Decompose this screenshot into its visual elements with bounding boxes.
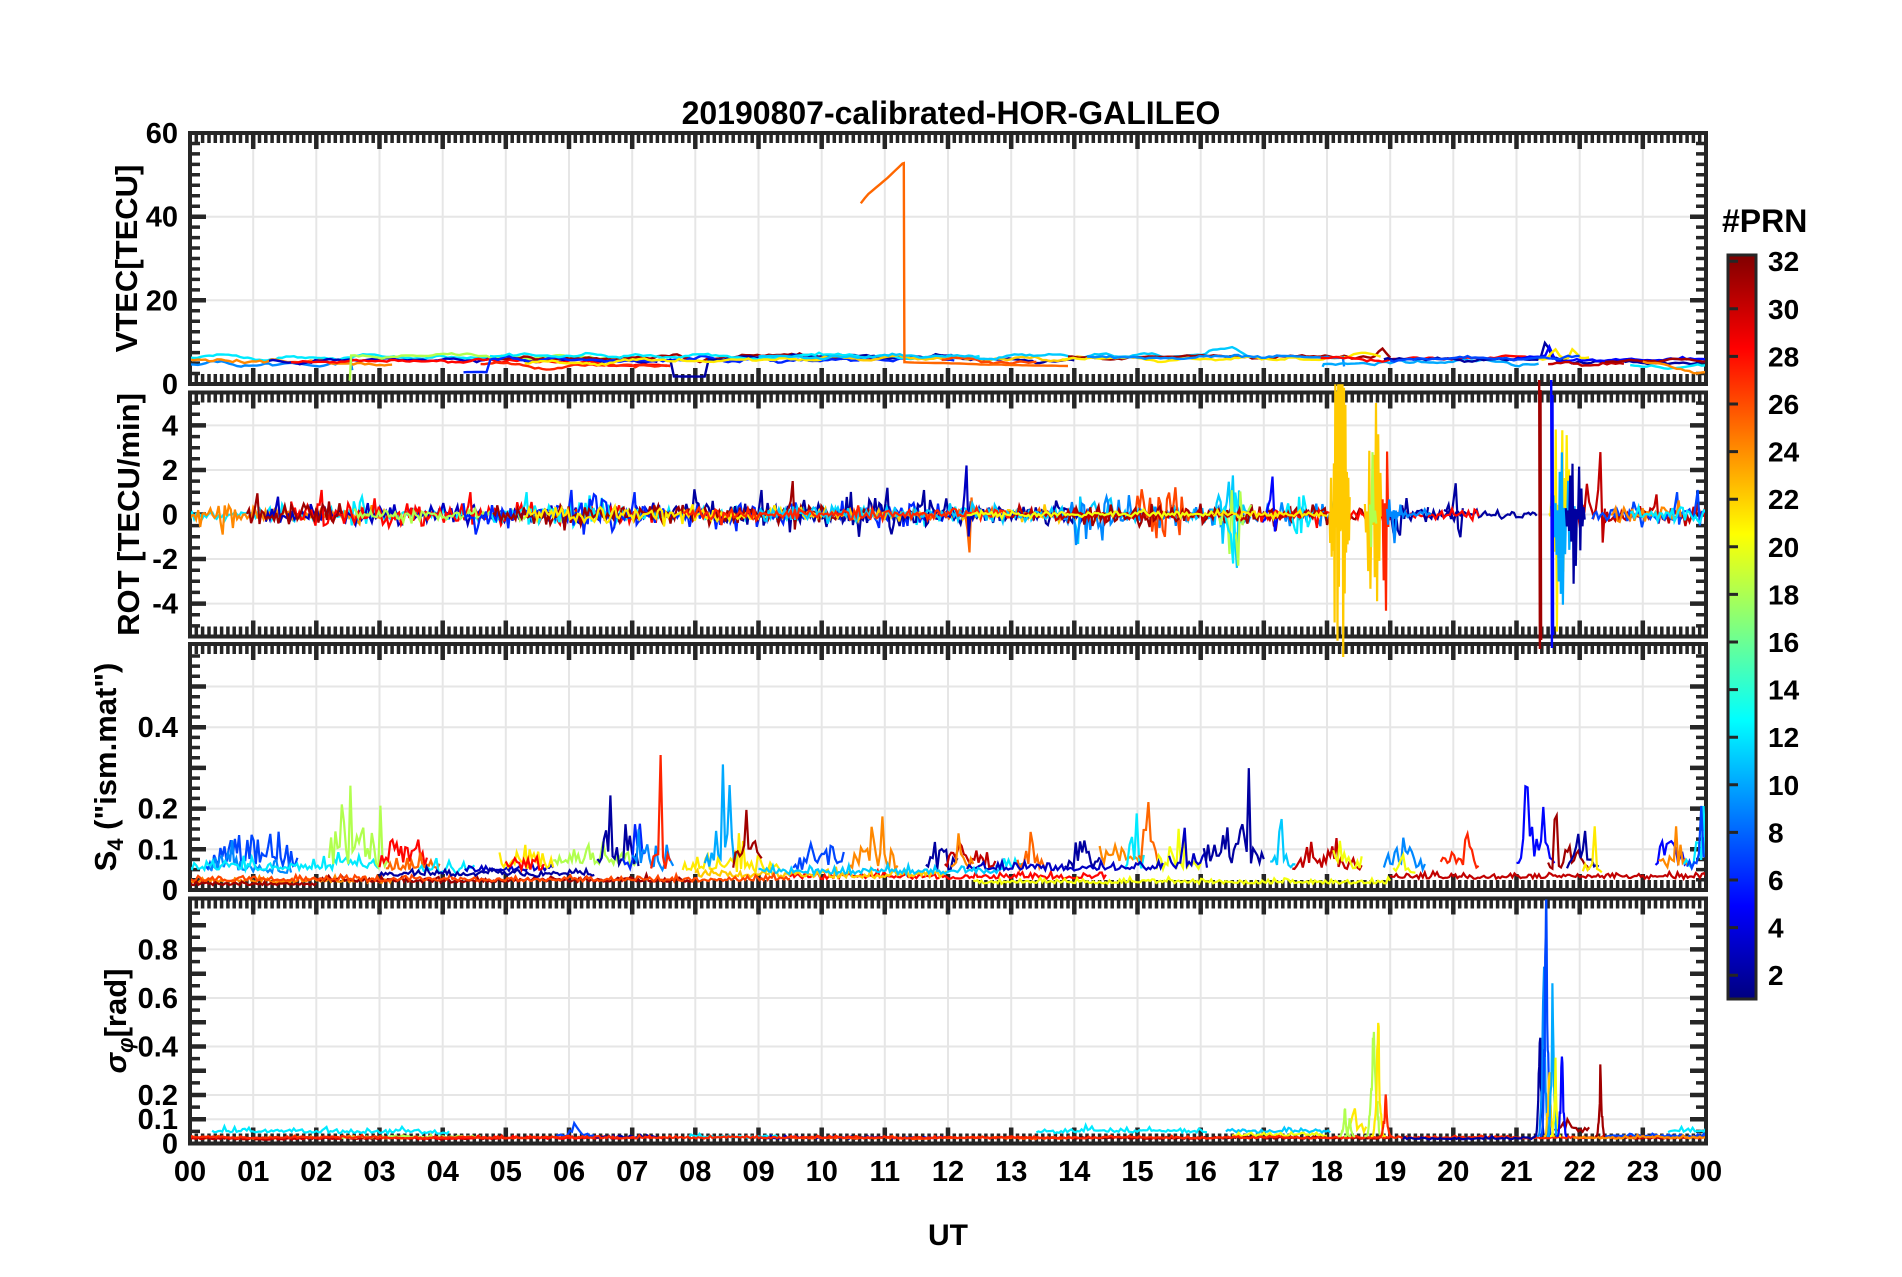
svg-text:16: 16 (1185, 1156, 1217, 1188)
svg-text:14: 14 (1768, 675, 1800, 706)
svg-text:17: 17 (1248, 1156, 1280, 1188)
svg-text:0.1: 0.1 (138, 834, 178, 866)
svg-text:14: 14 (1058, 1156, 1090, 1188)
svg-text:0.2: 0.2 (138, 1080, 178, 1112)
svg-text:20: 20 (146, 285, 178, 317)
svg-text:09: 09 (742, 1156, 774, 1188)
svg-text:S4 ("ism.mat"): S4 ("ism.mat") (88, 663, 128, 872)
svg-text:10: 10 (806, 1156, 838, 1188)
svg-text:04: 04 (427, 1156, 459, 1188)
svg-text:24: 24 (1768, 437, 1800, 468)
svg-text:08: 08 (679, 1156, 711, 1188)
svg-text:0.2: 0.2 (138, 794, 178, 826)
svg-text:#PRN: #PRN (1722, 203, 1807, 239)
svg-text:σφ[rad]: σφ[rad] (98, 969, 138, 1074)
svg-text:21: 21 (1500, 1156, 1532, 1188)
svg-text:0: 0 (162, 500, 178, 532)
svg-text:0.1: 0.1 (138, 1104, 178, 1136)
svg-text:0: 0 (162, 1129, 178, 1161)
svg-text:40: 40 (146, 202, 178, 234)
svg-text:16: 16 (1768, 627, 1799, 658)
svg-text:20190807-calibrated-HOR-GALILE: 20190807-calibrated-HOR-GALILEO (682, 95, 1221, 131)
svg-text:4: 4 (162, 410, 178, 442)
svg-text:ROT [TECU/min]: ROT [TECU/min] (111, 393, 146, 636)
svg-text:18: 18 (1768, 579, 1799, 610)
svg-text:00: 00 (174, 1156, 206, 1188)
svg-text:28: 28 (1768, 341, 1799, 372)
svg-text:00: 00 (1690, 1156, 1722, 1188)
svg-text:07: 07 (616, 1156, 648, 1188)
svg-text:2: 2 (1768, 960, 1784, 991)
svg-text:UT: UT (928, 1219, 968, 1252)
svg-text:6: 6 (1768, 865, 1784, 896)
svg-text:01: 01 (237, 1156, 269, 1188)
svg-text:26: 26 (1768, 389, 1799, 420)
svg-text:06: 06 (553, 1156, 585, 1188)
svg-text:-4: -4 (152, 589, 178, 621)
svg-text:11: 11 (869, 1156, 900, 1188)
svg-text:8: 8 (1768, 817, 1784, 848)
svg-text:0: 0 (162, 369, 178, 401)
svg-text:02: 02 (300, 1156, 332, 1188)
svg-text:19: 19 (1374, 1156, 1406, 1188)
svg-text:05: 05 (490, 1156, 522, 1188)
svg-text:60: 60 (146, 118, 178, 150)
svg-text:0.8: 0.8 (138, 934, 178, 966)
svg-text:12: 12 (1768, 722, 1799, 753)
svg-text:0.4: 0.4 (138, 712, 178, 744)
svg-text:32: 32 (1768, 246, 1799, 277)
svg-text:18: 18 (1311, 1156, 1343, 1188)
svg-text:22: 22 (1768, 484, 1799, 515)
svg-text:-2: -2 (152, 544, 178, 576)
svg-text:2: 2 (162, 455, 178, 487)
svg-text:20: 20 (1437, 1156, 1469, 1188)
svg-text:0.4: 0.4 (138, 1032, 178, 1064)
svg-text:30: 30 (1768, 294, 1799, 325)
svg-text:03: 03 (363, 1156, 395, 1188)
svg-text:20: 20 (1768, 532, 1799, 563)
svg-text:0.6: 0.6 (138, 983, 178, 1015)
svg-text:22: 22 (1564, 1156, 1596, 1188)
svg-text:12: 12 (932, 1156, 964, 1188)
svg-text:13: 13 (995, 1156, 1027, 1188)
svg-text:VTEC[TECU]: VTEC[TECU] (109, 165, 144, 353)
svg-text:10: 10 (1768, 770, 1799, 801)
svg-text:15: 15 (1121, 1156, 1153, 1188)
svg-text:0: 0 (162, 875, 178, 907)
svg-text:23: 23 (1627, 1156, 1659, 1188)
svg-text:4: 4 (1768, 913, 1784, 944)
